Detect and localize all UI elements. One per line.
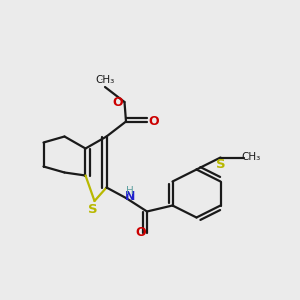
Text: N: N [124,190,135,203]
Text: S: S [216,158,225,172]
Text: O: O [135,226,146,239]
Text: O: O [148,115,159,128]
Text: O: O [112,95,123,109]
Text: CH₃: CH₃ [95,75,115,85]
Text: CH₃: CH₃ [242,152,261,163]
Text: methyl: methyl [101,79,106,80]
Text: S: S [88,203,98,216]
Text: H: H [126,186,134,197]
